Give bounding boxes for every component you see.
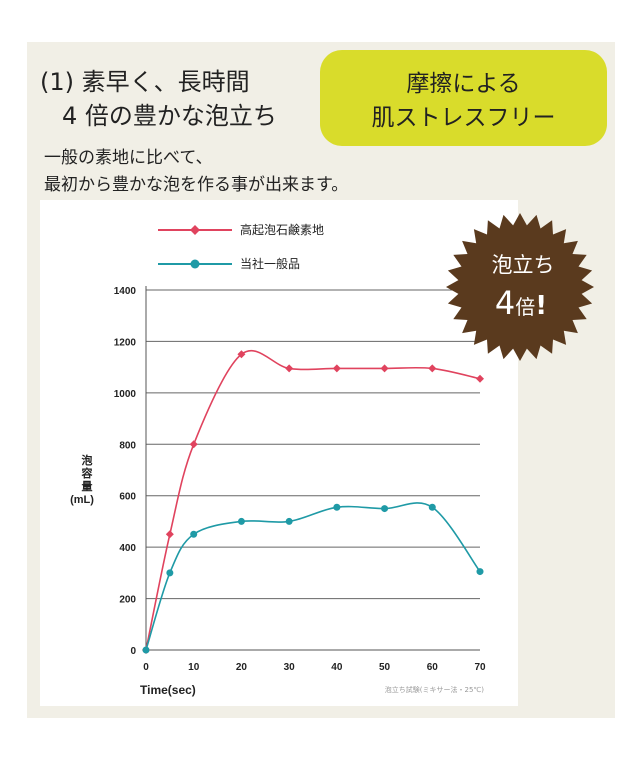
x-tick-label: 70 xyxy=(474,662,486,673)
data-point xyxy=(476,568,484,576)
x-tick-label: 40 xyxy=(331,662,343,673)
x-tick-label: 0 xyxy=(143,662,149,673)
legend-label: 高起泡石鹸素地 xyxy=(240,222,324,237)
starburst-line-1: 泡立ち xyxy=(492,253,555,277)
legend-marker xyxy=(190,225,200,235)
starburst-exclamation: ! xyxy=(535,291,547,321)
x-tick-label: 50 xyxy=(379,662,391,673)
y-tick-label: 1200 xyxy=(114,337,137,348)
data-point xyxy=(190,530,198,538)
x-axis-label: Time(sec) xyxy=(140,683,196,697)
data-point xyxy=(285,517,293,525)
series-line xyxy=(145,502,481,651)
chart-area: 0 200 400 600 800 1000 1200 1400 0 10 20 30 40 50 60 70… xyxy=(40,200,518,706)
data-point xyxy=(380,364,389,373)
data-point xyxy=(285,364,294,373)
foam-volume-chart: 0 200 400 600 800 1000 1200 1400 0 10 20 30 40 50 60 70… xyxy=(70,222,486,697)
data-point xyxy=(428,364,437,373)
y-axis-label-part: 量 xyxy=(82,480,93,493)
y-tick-label: 0 xyxy=(130,646,136,657)
intro-line-1: 一般の素地に比べて、 xyxy=(44,148,213,168)
y-axis-label-part: (mL) xyxy=(70,494,94,506)
starburst-shape xyxy=(446,213,594,361)
y-tick-label: 400 xyxy=(119,543,136,554)
legend-marker xyxy=(190,259,200,269)
y-tick-label: 800 xyxy=(119,440,136,451)
data-point xyxy=(333,503,341,511)
x-tick-label: 60 xyxy=(427,662,439,673)
data-point xyxy=(332,364,341,373)
legend-label: 当社一般品 xyxy=(240,256,300,271)
heading-line-1: (1) 素早く、長時間 xyxy=(40,68,250,96)
x-tick-label: 20 xyxy=(236,662,248,673)
heading-line-2: 4 倍の豊かな泡立ち xyxy=(62,102,277,130)
series-line xyxy=(145,349,481,651)
data-point xyxy=(189,440,198,449)
y-tick-label: 200 xyxy=(119,595,136,606)
y-tick-label: 1000 xyxy=(114,389,137,400)
data-point xyxy=(237,350,246,359)
starburst-unit: 倍 xyxy=(515,295,535,319)
data-point xyxy=(142,646,150,654)
friction-badge: 摩擦による 肌ストレスフリー xyxy=(320,50,607,146)
intro-line-2: 最初から豊かな泡を作る事が出来ます。 xyxy=(44,175,349,195)
y-tick-label: 600 xyxy=(119,492,136,503)
data-point xyxy=(165,530,174,539)
data-point xyxy=(428,503,436,511)
data-point xyxy=(237,517,245,525)
y-axis-label-part: 泡 xyxy=(82,453,93,467)
chart-note: 泡立ち試験(ミキサー法・25℃) xyxy=(385,685,484,694)
badge-line-2: 肌ストレスフリー xyxy=(371,105,556,131)
x-tick-label: 10 xyxy=(188,662,200,673)
x-tick-label: 30 xyxy=(284,662,296,673)
foam-4x-starburst: 泡立ち 4倍! xyxy=(446,213,594,361)
data-point xyxy=(476,374,484,383)
data-point xyxy=(381,505,389,513)
y-axis-label-part: 容 xyxy=(81,466,93,480)
y-tick-label: 1400 xyxy=(114,286,137,297)
badge-line-1: 摩擦による xyxy=(406,71,521,97)
starburst-line-2: 4倍! xyxy=(495,284,547,322)
data-point xyxy=(166,569,174,577)
starburst-number: 4 xyxy=(495,284,515,322)
